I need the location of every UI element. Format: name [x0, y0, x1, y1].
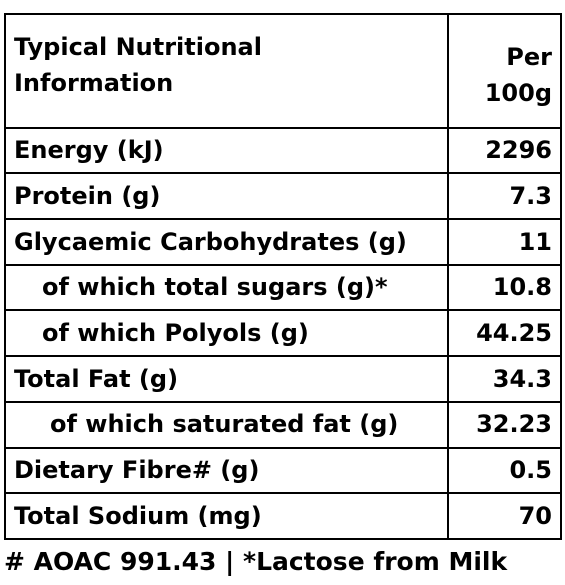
header-title-line-1: Typical Nutritional — [14, 33, 262, 61]
nutrient-label: Total Sodium (mg) — [4, 492, 449, 540]
nutrient-label: of which Polyols (g) — [4, 309, 449, 358]
table-header-row: Typical Nutritional Information Per 100g — [4, 13, 562, 129]
footnote: # AOAC 991.43 | *Lactose from Milk — [4, 547, 508, 576]
header-label-cell: Typical Nutritional Information — [4, 13, 449, 129]
table-row-polyols: of which Polyols (g) 44.25 — [4, 309, 562, 358]
header-per-label: Per — [506, 43, 552, 71]
nutrition-table: Typical Nutritional Information Per 100g… — [4, 13, 562, 540]
nutrient-value: 70 — [447, 492, 562, 540]
table-row-protein: Protein (g) 7.3 — [4, 172, 562, 221]
table-row-sodium: Total Sodium (mg) 70 — [4, 492, 562, 540]
nutrient-value: 11 — [447, 218, 562, 266]
nutrient-value: 7.3 — [447, 172, 562, 221]
table-row-energy: Energy (kJ) 2296 — [4, 126, 562, 175]
nutrient-value: 10.8 — [447, 263, 562, 312]
nutrient-label: Dietary Fibre# (g) — [4, 446, 449, 495]
nutrient-value: 0.5 — [447, 446, 562, 495]
nutrient-label: Protein (g) — [4, 172, 449, 221]
nutrient-value: 2296 — [447, 126, 562, 175]
nutrient-value: 44.25 — [447, 309, 562, 358]
header-title-line-2: Information — [14, 69, 174, 97]
nutrient-label: of which saturated fat (g) — [4, 400, 449, 449]
nutrient-value: 34.3 — [447, 355, 562, 403]
table-row-saturated-fat: of which saturated fat (g) 32.23 — [4, 400, 562, 449]
nutrient-label: Energy (kJ) — [4, 126, 449, 175]
nutrient-label: of which total sugars (g)* — [4, 263, 449, 312]
nutrient-label: Glycaemic Carbohydrates (g) — [4, 218, 449, 266]
table-row-sugars: of which total sugars (g)* 10.8 — [4, 263, 562, 312]
table-row-total-fat: Total Fat (g) 34.3 — [4, 355, 562, 403]
table-row-fibre: Dietary Fibre# (g) 0.5 — [4, 446, 562, 495]
nutrient-value: 32.23 — [447, 400, 562, 449]
table-row-carbohydrates: Glycaemic Carbohydrates (g) 11 — [4, 218, 562, 266]
nutrient-label: Total Fat (g) — [4, 355, 449, 403]
header-value-cell: Per 100g — [447, 13, 562, 129]
header-unit-label: 100g — [484, 79, 552, 107]
